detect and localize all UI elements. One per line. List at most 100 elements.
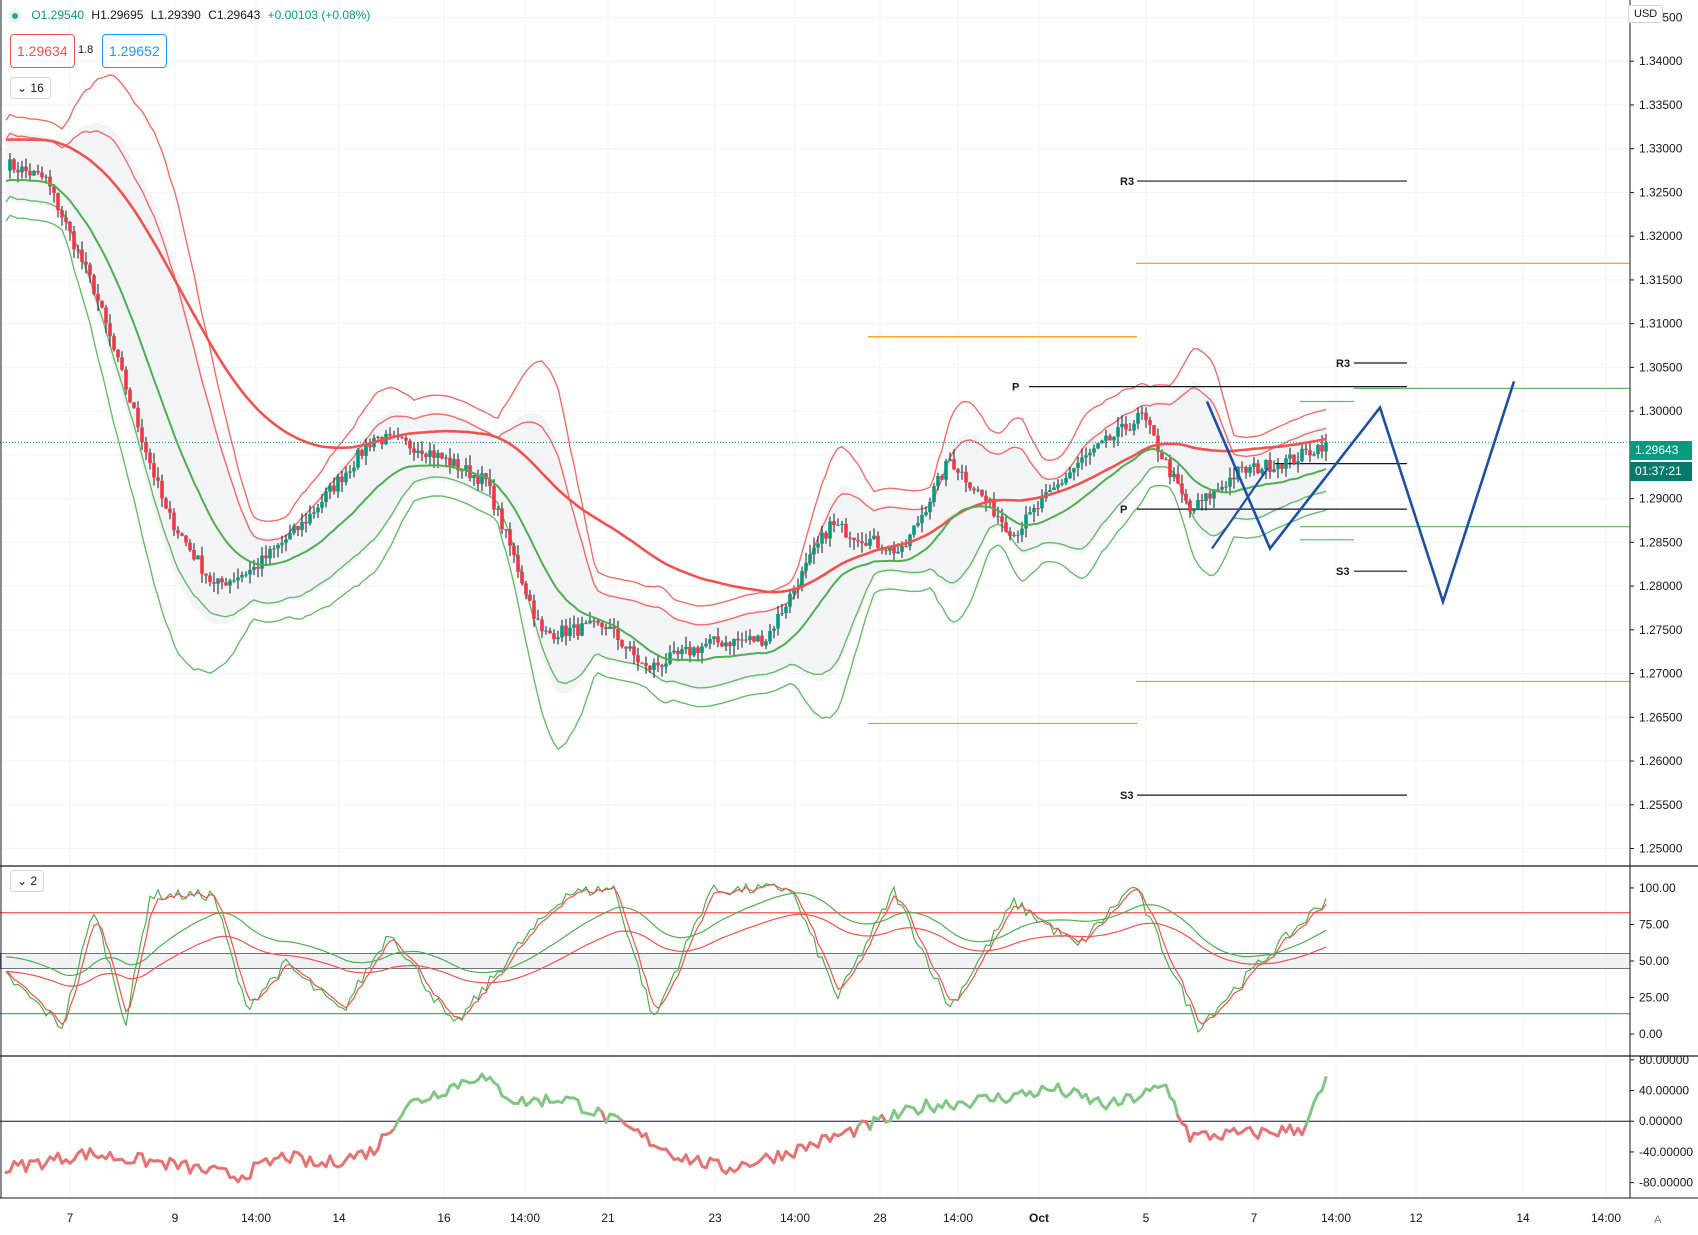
candle-body xyxy=(280,542,284,545)
momentum-tick-label: -80.00000 xyxy=(1639,1176,1693,1190)
candle-body xyxy=(544,630,548,632)
momentum-segment xyxy=(644,1132,652,1147)
candle-body xyxy=(1024,514,1028,529)
candle-body xyxy=(1272,469,1276,472)
price-tick-label: 1.27500 xyxy=(1639,623,1683,637)
candle-body xyxy=(572,624,576,628)
candle-body xyxy=(36,171,40,173)
candle-body xyxy=(284,539,288,543)
momentum-segment xyxy=(1164,1083,1172,1099)
momentum-segment xyxy=(376,1133,384,1151)
candle-body xyxy=(356,449,360,468)
candle-body xyxy=(360,449,364,456)
time-tick-label: 14 xyxy=(1516,1211,1530,1225)
momentum-segment xyxy=(1304,1112,1312,1127)
candle-body xyxy=(1180,483,1184,494)
candle-body xyxy=(196,555,200,560)
fast-ma-line xyxy=(5,178,1327,662)
projection-path[interactable] xyxy=(1205,381,1516,607)
sell-button[interactable]: 1.29634 xyxy=(10,34,75,68)
candle-body xyxy=(316,507,320,513)
momentum-segment xyxy=(1300,1123,1308,1137)
price-tick-label: 1.29000 xyxy=(1639,492,1683,506)
price-tick-label: 1.26500 xyxy=(1639,710,1683,724)
osc-tick-label: 75.00 xyxy=(1639,917,1669,931)
stochastic-pane[interactable] xyxy=(0,882,1631,1034)
candle-body xyxy=(968,482,972,489)
inner-upper-band xyxy=(5,130,1327,626)
candle-body xyxy=(560,625,564,638)
candle-body xyxy=(68,221,72,232)
candle-body xyxy=(776,614,780,629)
momentum-segment xyxy=(852,1124,860,1138)
candle-body xyxy=(168,508,172,513)
candle-body xyxy=(948,459,952,462)
time-axis[interactable]: 7 9 14:00 14 16 14:00 21 23 14:00 28 14:00 Oct 5 7 14:… xyxy=(67,1211,1622,1225)
candle-body xyxy=(1056,484,1060,488)
buy-button[interactable]: 1.29652 xyxy=(102,34,167,68)
candle-body xyxy=(1068,472,1072,479)
low-value: L1.29390 xyxy=(150,8,201,22)
candle-body xyxy=(548,630,552,634)
candle-body xyxy=(220,578,224,583)
candle-body xyxy=(116,349,120,358)
candle-body xyxy=(400,437,404,439)
candle-body xyxy=(136,407,140,428)
candle-body xyxy=(188,542,192,551)
candle-body xyxy=(860,541,864,544)
candle-body xyxy=(120,357,124,370)
candle-body xyxy=(260,555,264,569)
candle-body xyxy=(192,550,196,560)
momentum-segment xyxy=(1172,1099,1180,1118)
candle-body xyxy=(1260,469,1264,474)
oscillator-collapse-button[interactable]: ⌄ 2 xyxy=(10,870,45,892)
candle-body xyxy=(500,508,504,530)
candle-body xyxy=(1072,468,1076,473)
ohlc-legend: O1.29540 H1.29695 L1.29390 C1.29643 +0.0… xyxy=(8,8,370,23)
osc-tick-label: 0.00 xyxy=(1639,1027,1663,1041)
change-value: +0.00103 (+0.08%) xyxy=(267,8,371,22)
price-tick-label: 1.31000 xyxy=(1639,317,1683,331)
time-tick-label: 9 xyxy=(172,1211,179,1225)
momentum-segment xyxy=(1256,1126,1264,1140)
candle-body xyxy=(1216,489,1220,491)
candle-body xyxy=(72,231,76,250)
pivot-label: S3 xyxy=(1120,790,1133,802)
candle-body xyxy=(1168,459,1172,478)
momentum-segment xyxy=(132,1152,140,1165)
candle-body xyxy=(1244,466,1248,473)
candles[interactable] xyxy=(8,153,1328,678)
candle-body xyxy=(624,646,628,649)
high-value: H1.29695 xyxy=(91,8,144,22)
candle-body xyxy=(368,445,372,448)
candle-body xyxy=(604,627,608,629)
currency-label[interactable]: USD xyxy=(1628,5,1664,23)
momentum-segment xyxy=(248,1161,256,1180)
candle-body xyxy=(1052,487,1056,491)
time-tick-label: 14:00 xyxy=(780,1211,810,1225)
candle-body xyxy=(1284,458,1288,469)
candle-body xyxy=(1108,435,1112,441)
momentum-pane[interactable] xyxy=(0,1072,1630,1184)
price-axis[interactable]: 1.345001.340001.335001.330001.325001.320… xyxy=(0,0,1698,1199)
candle-body xyxy=(480,473,484,484)
momentum-segment xyxy=(1308,1100,1316,1116)
candle-body xyxy=(584,623,588,625)
candle-body xyxy=(1112,436,1116,441)
auto-scale-button[interactable]: A xyxy=(1654,1214,1662,1226)
momentum-segment xyxy=(792,1143,800,1159)
candle-body xyxy=(1128,429,1132,431)
candle-body xyxy=(1088,452,1092,456)
slow-ma-line xyxy=(5,138,1327,594)
candle-body xyxy=(492,486,496,510)
candle-body xyxy=(1004,522,1008,532)
indicators-collapse-button[interactable]: ⌄ 16 xyxy=(10,77,51,99)
candle-body xyxy=(1164,459,1168,461)
candle-body xyxy=(1096,443,1100,449)
candle-body xyxy=(164,498,168,509)
candle-body xyxy=(1000,516,1004,523)
candle-body xyxy=(528,594,532,601)
candle-body xyxy=(332,485,336,492)
candle-body xyxy=(256,566,260,569)
